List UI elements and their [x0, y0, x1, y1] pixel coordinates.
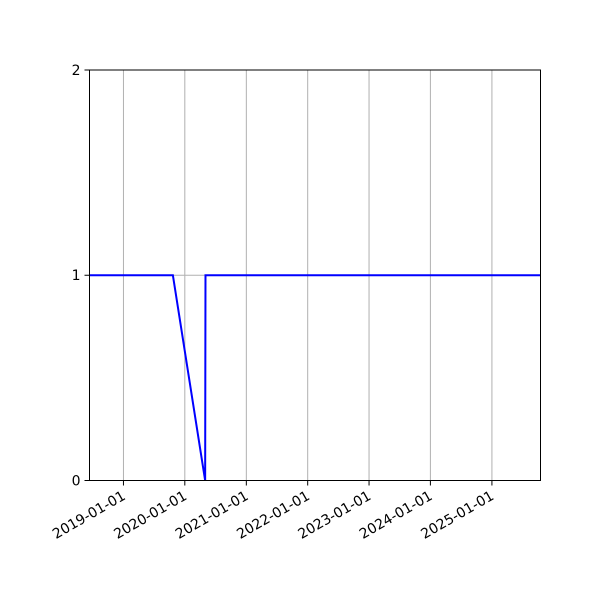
- y-tick-label: 2: [72, 63, 81, 79]
- data-line-flag-series: [89, 274, 541, 481]
- y-tick-label: 0: [72, 473, 81, 489]
- y-tick-label: 1: [72, 268, 81, 284]
